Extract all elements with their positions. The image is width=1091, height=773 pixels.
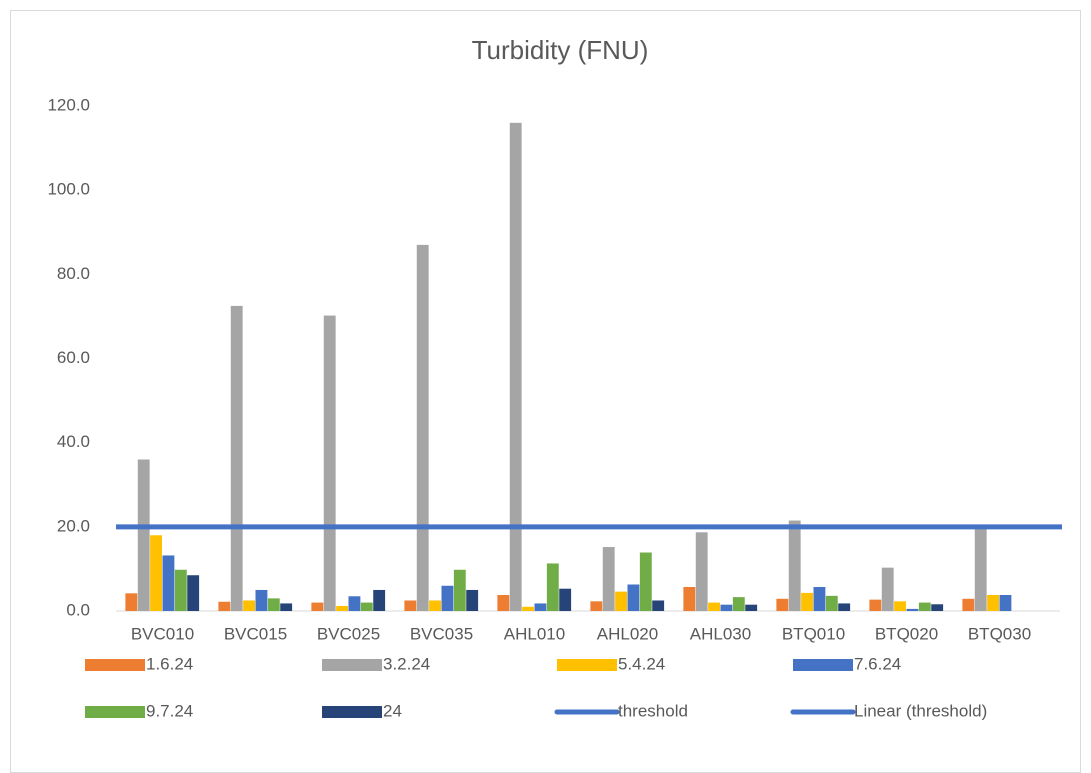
bar: [174, 569, 187, 611]
bar: [416, 244, 429, 611]
bar: [137, 459, 150, 611]
bar: [497, 595, 510, 611]
bar: [348, 596, 361, 611]
bar: [708, 602, 720, 611]
x-tick-label: BVC015: [224, 624, 287, 643]
bar: [373, 589, 386, 611]
bar: [962, 598, 975, 611]
legend-label: 24: [383, 701, 402, 720]
bar: [267, 598, 280, 611]
bar: [187, 575, 200, 611]
bar: [838, 603, 851, 611]
bar: [255, 589, 268, 611]
bar: [559, 588, 572, 611]
bar: [788, 520, 801, 611]
bar: [987, 595, 999, 611]
y-tick-label: 60.0: [57, 348, 90, 367]
y-tick-label: 20.0: [57, 516, 90, 535]
x-tick-label: BVC010: [131, 624, 194, 643]
legend-label: 7.6.24: [854, 654, 901, 673]
chart-title: Turbidity (FNU): [472, 35, 649, 65]
x-tick-label: BVC025: [317, 624, 380, 643]
legend-label: 1.6.24: [146, 654, 193, 673]
bar: [894, 601, 906, 611]
x-tick-label: BTQ020: [875, 624, 938, 643]
bar: [546, 563, 559, 611]
bar: [243, 600, 255, 611]
bar: [534, 603, 547, 611]
bar: [652, 600, 665, 611]
bar: [745, 604, 758, 611]
x-tick-label: AHL030: [690, 624, 751, 643]
legend-swatch: [322, 659, 382, 671]
bar: [360, 602, 373, 611]
bar: [323, 315, 336, 611]
bar: [776, 598, 789, 611]
bar: [230, 305, 243, 611]
legend-swatch: [793, 659, 853, 671]
bar: [590, 601, 603, 611]
bar: [280, 603, 293, 611]
bar: [869, 599, 882, 611]
bar: [218, 601, 231, 611]
bar: [509, 122, 522, 611]
bar: [162, 555, 175, 611]
legend-label: Linear (threshold): [854, 701, 987, 720]
legend-label: threshold: [618, 701, 688, 720]
x-tick-label: BTQ010: [782, 624, 845, 643]
bar: [695, 532, 708, 611]
bar: [825, 595, 838, 611]
bar: [732, 597, 745, 611]
bar: [720, 604, 733, 611]
bar: [429, 600, 441, 611]
legend-label: 9.7.24: [146, 701, 193, 720]
bar: [441, 585, 454, 611]
bar: [683, 587, 696, 611]
bar: [453, 569, 466, 611]
legend-swatch: [557, 659, 617, 671]
bar: [974, 526, 987, 611]
bar: [311, 602, 324, 611]
chart-border: [10, 10, 1081, 773]
legend-swatch: [85, 659, 145, 671]
y-tick-label: 40.0: [57, 432, 90, 451]
legend-label: 5.4.24: [618, 654, 665, 673]
y-tick-label: 120.0: [47, 95, 90, 114]
bar: [602, 547, 615, 611]
bar: [801, 592, 813, 611]
bar: [931, 604, 944, 611]
bar: [150, 535, 162, 611]
bar: [918, 602, 931, 611]
bar: [125, 593, 138, 611]
y-tick-label: 100.0: [47, 180, 90, 199]
legend-swatch: [85, 706, 145, 718]
bar: [404, 600, 417, 611]
bar: [627, 584, 640, 611]
bar: [639, 552, 652, 611]
y-tick-label: 0.0: [66, 600, 90, 619]
bar: [813, 587, 826, 611]
y-tick-label: 80.0: [57, 264, 90, 283]
bar: [615, 591, 627, 611]
x-tick-label: AHL020: [597, 624, 658, 643]
x-tick-label: BVC035: [410, 624, 473, 643]
bar: [906, 608, 919, 611]
bar: [466, 589, 479, 611]
bar: [336, 605, 348, 611]
x-tick-label: BTQ030: [968, 624, 1031, 643]
x-tick-label: AHL010: [504, 624, 565, 643]
legend-swatch: [322, 706, 382, 718]
bar: [881, 567, 894, 611]
legend-label: 3.2.24: [383, 654, 430, 673]
bar: [999, 595, 1012, 611]
bar: [522, 606, 534, 611]
